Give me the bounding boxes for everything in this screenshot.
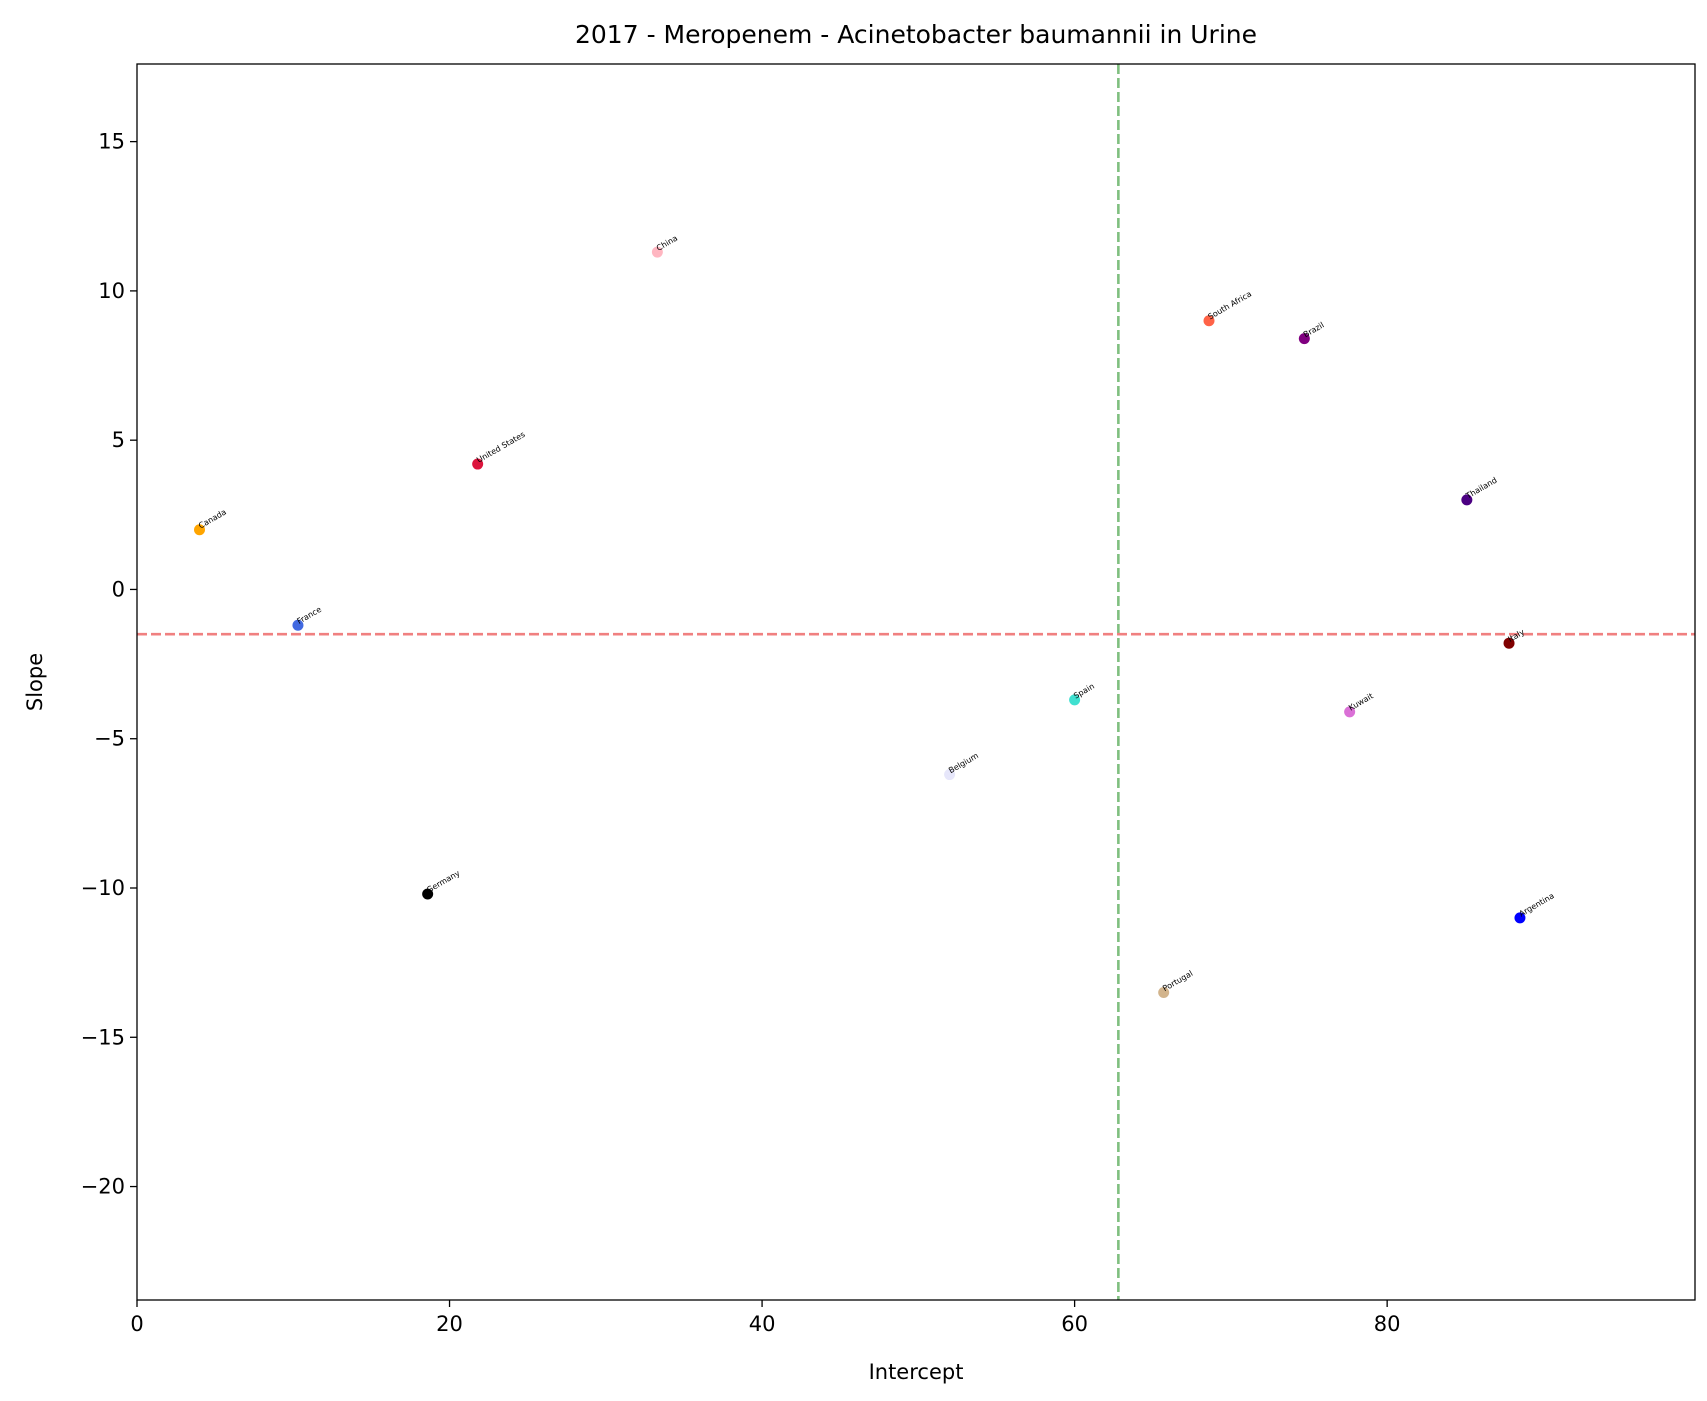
plot-frame bbox=[136, 63, 1696, 1301]
x-tick-label: 60 bbox=[1061, 1312, 1088, 1336]
data-point[interactable] bbox=[1344, 706, 1356, 718]
data-point[interactable] bbox=[292, 619, 304, 631]
data-point[interactable] bbox=[1503, 637, 1515, 649]
x-tick-label: 0 bbox=[130, 1312, 143, 1336]
y-tick-label: 0 bbox=[112, 577, 125, 601]
data-point[interactable] bbox=[1158, 986, 1170, 998]
data-point[interactable] bbox=[651, 246, 663, 258]
x-tick-label: 40 bbox=[749, 1312, 776, 1336]
data-point[interactable] bbox=[1069, 694, 1081, 706]
y-tick-label: −5 bbox=[94, 727, 125, 751]
data-point[interactable] bbox=[1461, 494, 1473, 506]
y-axis-label: Slope bbox=[23, 653, 47, 711]
data-point[interactable] bbox=[422, 888, 434, 900]
data-point[interactable] bbox=[944, 769, 956, 781]
data-point[interactable] bbox=[1203, 315, 1215, 327]
data-point[interactable] bbox=[1514, 912, 1526, 924]
y-tick-label: 15 bbox=[98, 130, 125, 154]
chart-title: 2017 - Meropenem - Acinetobacter baumann… bbox=[575, 20, 1257, 49]
data-point[interactable] bbox=[1298, 333, 1310, 345]
data-point[interactable] bbox=[472, 458, 484, 470]
y-tick-label: −15 bbox=[81, 1025, 125, 1049]
x-tick-label: 20 bbox=[436, 1312, 463, 1336]
data-point[interactable] bbox=[194, 524, 206, 536]
y-tick-label: 5 bbox=[112, 428, 125, 452]
y-tick-label: −20 bbox=[81, 1175, 125, 1199]
x-tick-label: 80 bbox=[1374, 1312, 1401, 1336]
x-axis-label: Intercept bbox=[869, 1360, 964, 1384]
y-tick-label: −10 bbox=[81, 876, 125, 900]
y-tick-label: 10 bbox=[98, 279, 125, 303]
